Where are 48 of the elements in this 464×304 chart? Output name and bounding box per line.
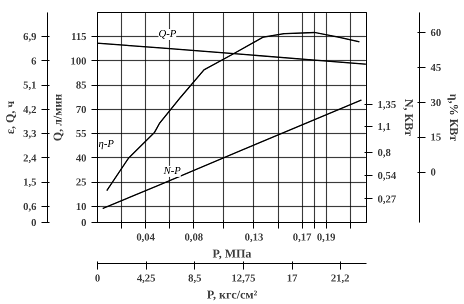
y-axis-title: Q, л/мин xyxy=(50,94,65,142)
y-tick-label: 100 xyxy=(70,56,86,68)
series-label: Q-P xyxy=(158,29,177,40)
y-tick-label: 85 xyxy=(76,80,86,92)
y2-tick-label: 1,1 xyxy=(378,122,391,133)
y3-tick-label: 45 xyxy=(430,62,442,74)
text: 0,6 xyxy=(23,202,38,213)
x-tick-label: 0,04 xyxy=(136,232,156,244)
x-tick-label: 0,13 xyxy=(244,232,264,244)
x2-tick-label: 21,2 xyxy=(330,274,350,284)
y-tick-label: 0 xyxy=(81,218,86,229)
x2-tick-label: 0 xyxy=(94,274,100,284)
text: 2,4 xyxy=(23,153,38,164)
text: 0 xyxy=(31,218,36,229)
x2-tick-label: 12,75 xyxy=(231,274,256,284)
y2-axis-title: N, КВт xyxy=(402,98,416,136)
y3-tick-label: 30 xyxy=(430,98,442,109)
y3-axis-title: η,% КВт xyxy=(447,94,462,142)
y3-tick-label: 60 xyxy=(430,28,442,39)
y-tick-label: 40 xyxy=(76,153,86,164)
text: 4,2 xyxy=(23,104,37,116)
x2-axis-title: P, кгс/см² xyxy=(206,288,258,302)
text: 3,3 xyxy=(23,129,37,140)
y2-tick-label: 0,27 xyxy=(378,194,397,206)
y3-tick-label: 0 xyxy=(430,168,436,179)
text: 6,9 xyxy=(23,32,37,44)
y-tick-label: 115 xyxy=(71,32,87,44)
y3-tick-label: 15 xyxy=(430,132,442,144)
x2-tick-label: 17 xyxy=(286,274,298,284)
x-tick-label: 0,08 xyxy=(184,232,204,244)
text: 1,5 xyxy=(23,178,37,189)
legend-label: η-P xyxy=(98,139,114,150)
x-tick-label: 0,19 xyxy=(316,232,336,244)
text: 6 xyxy=(31,56,38,68)
y2-tick-label: 0,8 xyxy=(378,148,391,159)
x-axis-title: P, МПа xyxy=(212,246,252,260)
y-tick-label: 10 xyxy=(76,202,86,213)
y2-tick-label: 1,35 xyxy=(378,100,396,111)
y-tick-label: 25 xyxy=(76,178,86,189)
x-tick-label: 0,17 xyxy=(292,232,312,244)
y2-tick-label: 0,54 xyxy=(378,170,397,182)
series-label: N-P xyxy=(162,166,182,177)
y-tick-label: 70 xyxy=(76,104,86,116)
x2-tick-label: 8,5 xyxy=(188,274,202,284)
text: ε, Q, ч xyxy=(3,100,18,134)
x2-tick-label: 4,25 xyxy=(136,274,156,284)
y-tick-label: 55 xyxy=(76,129,86,140)
text: 5,1 xyxy=(23,80,37,92)
